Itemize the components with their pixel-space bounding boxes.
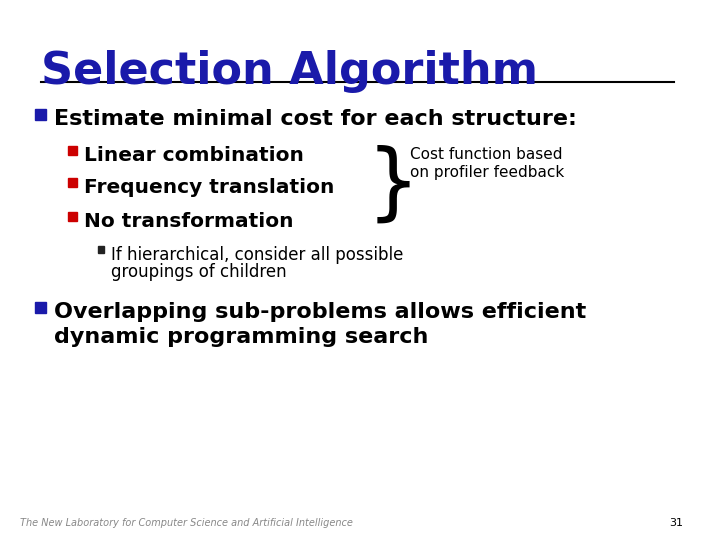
Text: dynamic programming search: dynamic programming search	[54, 327, 428, 347]
Text: No transformation: No transformation	[84, 212, 294, 231]
Bar	[98, 246, 104, 253]
Text: Selection Algorithm: Selection Algorithm	[41, 50, 538, 93]
Text: Overlapping sub-problems allows efficient: Overlapping sub-problems allows efficien…	[54, 302, 586, 322]
Text: If hierarchical, consider all possible: If hierarchical, consider all possible	[112, 246, 404, 264]
Bar	[68, 178, 77, 187]
Text: Cost function based: Cost function based	[410, 147, 562, 162]
Text: on profiler feedback: on profiler feedback	[410, 165, 564, 180]
Bar	[35, 302, 46, 313]
Text: 31: 31	[670, 518, 683, 528]
Text: groupings of children: groupings of children	[112, 263, 287, 281]
Text: Frequency translation: Frequency translation	[84, 178, 334, 197]
Text: The New Laboratory for Computer Science and Artificial Intelligence: The New Laboratory for Computer Science …	[19, 518, 352, 528]
Bar	[68, 212, 77, 221]
Text: Estimate minimal cost for each structure:: Estimate minimal cost for each structure…	[54, 109, 577, 129]
Bar	[68, 146, 77, 155]
Text: }: }	[366, 145, 419, 226]
Text: Linear combination: Linear combination	[84, 146, 304, 165]
Bar	[35, 109, 46, 120]
